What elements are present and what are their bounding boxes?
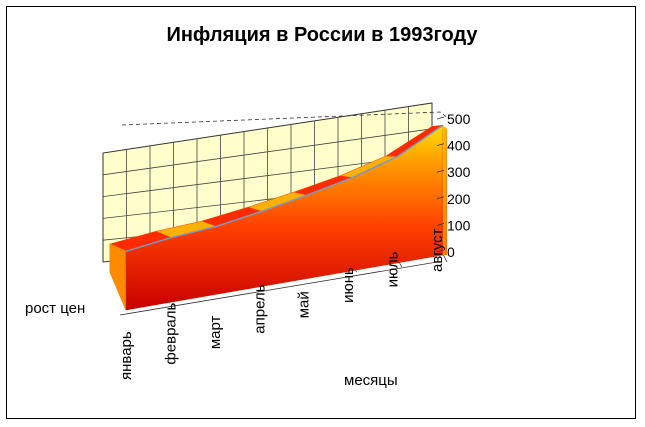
area-left-side bbox=[109, 243, 127, 311]
x-tick-label: февраль bbox=[162, 302, 179, 364]
y-tick-mark bbox=[436, 169, 445, 173]
y-tick-label: 100 bbox=[447, 217, 471, 233]
y-tick-mark bbox=[436, 143, 445, 146]
area-right-side bbox=[443, 125, 447, 256]
y-tick-label: 400 bbox=[447, 138, 471, 154]
y-tick-mark bbox=[436, 249, 445, 253]
y-tick-label: 200 bbox=[447, 191, 471, 207]
y-tick-mark bbox=[436, 196, 445, 200]
floor-front-edge bbox=[119, 261, 438, 316]
dash-lines bbox=[121, 111, 449, 126]
y-tick-mark bbox=[436, 223, 445, 226]
x-tick-label: март bbox=[207, 315, 224, 349]
y-axis-ticks: 0 100 200 300 400 500 bbox=[436, 111, 471, 260]
x-axis-ticks: январь февраль март апрель май июнь июль август bbox=[118, 228, 446, 380]
y-axis-label: рост цен bbox=[25, 300, 85, 317]
x-tick-label: июнь bbox=[340, 267, 357, 303]
chart-frame bbox=[6, 6, 636, 419]
chart-title: Инфляция в России в 1993году bbox=[166, 24, 478, 46]
x-tick-label: июль bbox=[385, 251, 402, 287]
x-axis-label: месяцы bbox=[344, 372, 398, 389]
y-tick-label: 300 bbox=[447, 164, 471, 180]
x-tick-label: апрель bbox=[251, 284, 268, 333]
x-tick-label: январь bbox=[118, 331, 135, 380]
area-top-edge bbox=[125, 124, 444, 252]
y-tick-label: 0 bbox=[447, 244, 455, 260]
y-tick-mark bbox=[436, 116, 445, 120]
x-tick-label: август bbox=[429, 228, 446, 272]
projection-line bbox=[121, 111, 449, 126]
x-tick-label: май bbox=[296, 291, 313, 318]
y-tick-label: 500 bbox=[447, 111, 471, 127]
